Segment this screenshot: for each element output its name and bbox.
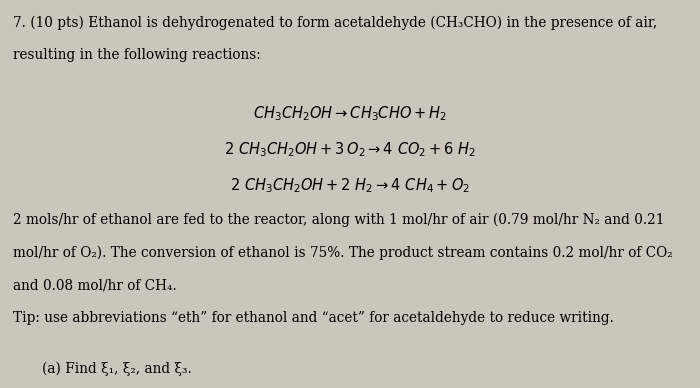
- Text: $2\ CH_3CH_2OH + 2\ H_2 \rightarrow 4\ CH_4 + O_2$: $2\ CH_3CH_2OH + 2\ H_2 \rightarrow 4\ C…: [230, 176, 470, 195]
- Text: 2 mols/hr of ethanol are fed to the reactor, along with 1 mol/hr of air (0.79 mo: 2 mols/hr of ethanol are fed to the reac…: [13, 213, 664, 227]
- Text: Tip: use abbreviations “eth” for ethanol and “acet” for acetaldehyde to reduce w: Tip: use abbreviations “eth” for ethanol…: [13, 311, 613, 325]
- Text: mol/hr of O₂). The conversion of ethanol is 75%. The product stream contains 0.2: mol/hr of O₂). The conversion of ethanol…: [13, 246, 672, 260]
- Text: and 0.08 mol/hr of CH₄.: and 0.08 mol/hr of CH₄.: [13, 278, 176, 292]
- Text: $2\ CH_3CH_2OH + 3\, O_2 \rightarrow 4\ CO_2 + 6\ H_2$: $2\ CH_3CH_2OH + 3\, O_2 \rightarrow 4\ …: [224, 140, 476, 159]
- Text: resulting in the following reactions:: resulting in the following reactions:: [13, 48, 260, 62]
- Text: (a) Find ξ₁, ξ₂, and ξ₃.: (a) Find ξ₁, ξ₂, and ξ₃.: [42, 361, 192, 376]
- Text: $CH_3CH_2OH \rightarrow CH_3CHO + H_2$: $CH_3CH_2OH \rightarrow CH_3CHO + H_2$: [253, 105, 447, 123]
- Text: 7. (10 pts) Ethanol is dehydrogenated to form acetaldehyde (CH₃CHO) in the prese: 7. (10 pts) Ethanol is dehydrogenated to…: [13, 16, 657, 30]
